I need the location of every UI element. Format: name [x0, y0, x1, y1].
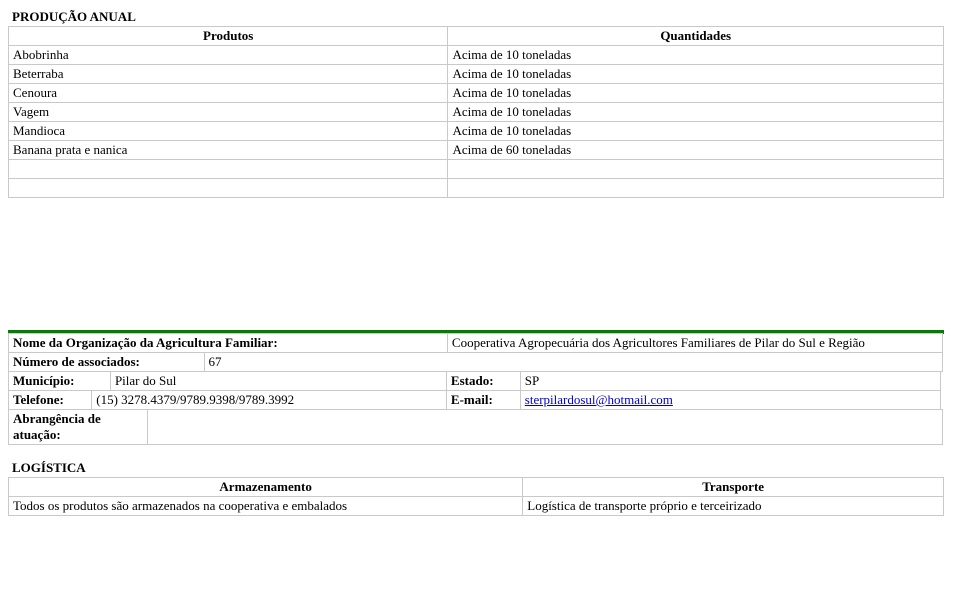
org-email-label-cell: E-mail: — [446, 390, 521, 410]
org-municipio-label: Município: — [13, 373, 74, 388]
org-municipio-label-cell: Município: — [8, 371, 111, 391]
table-row: Mandioca Acima de 10 toneladas — [9, 122, 944, 141]
org-assoc-label: Número de associados: — [13, 354, 140, 369]
org-municipio-value-cell: Pilar do Sul — [110, 371, 447, 391]
cell-quantidade: Acima de 10 toneladas — [448, 122, 944, 141]
logistica-title: LOGÍSTICA — [8, 459, 944, 477]
org-estado-label: Estado: — [451, 373, 494, 388]
producao-table: Produtos Quantidades Abobrinha Acima de … — [8, 26, 944, 198]
producao-title: PRODUÇÃO ANUAL — [8, 8, 944, 26]
cell-quantidade: Acima de 60 toneladas — [448, 141, 944, 160]
cell-armazenamento: Todos os produtos são armazenados na coo… — [9, 497, 523, 516]
cell-empty — [448, 179, 944, 198]
table-row: Cenoura Acima de 10 toneladas — [9, 84, 944, 103]
cell-transporte: Logística de transporte próprio e tercei… — [523, 497, 944, 516]
producao-header: Produtos Quantidades — [9, 27, 944, 46]
org-assoc-value: 67 — [209, 354, 222, 369]
org-estado-value-cell: SP — [520, 371, 941, 391]
org-abrangencia-value-cell — [147, 409, 943, 445]
org-telefone-label-cell: Telefone: — [8, 390, 92, 410]
table-row — [9, 179, 944, 198]
org-municipio-value: Pilar do Sul — [115, 373, 176, 388]
org-estado-value: SP — [525, 373, 539, 388]
org-email-link[interactable]: sterpilardosul@hotmail.com — [525, 392, 673, 407]
org-assoc-label-cell: Número de associados: — [8, 352, 205, 372]
org-telefone-value-cell: (15) 3278.4379/9789.9398/9789.3992 — [91, 390, 447, 410]
org-nome-label: Nome da Organização da Agricultura Famil… — [13, 335, 278, 350]
col-quantidades: Quantidades — [448, 27, 944, 46]
cell-quantidade: Acima de 10 toneladas — [448, 84, 944, 103]
table-row: Banana prata e nanica Acima de 60 tonela… — [9, 141, 944, 160]
logistica-header: Armazenamento Transporte — [9, 478, 944, 497]
org-nome-cell: Nome da Organização da Agricultura Famil… — [8, 333, 448, 353]
spacer — [8, 198, 944, 328]
org-email-label: E-mail: — [451, 392, 493, 407]
org-abrangencia-label: Abrangência de atuação: — [13, 411, 101, 442]
org-estado-label-cell: Estado: — [446, 371, 521, 391]
org-nome-value-cell: Cooperativa Agropecuária dos Agricultore… — [447, 333, 943, 353]
org-nome-value: Cooperativa Agropecuária dos Agricultore… — [452, 335, 865, 350]
cell-quantidade: Acima de 10 toneladas — [448, 103, 944, 122]
cell-produto: Vagem — [9, 103, 448, 122]
org-telefone-value: (15) 3278.4379/9789.9398/9789.3992 — [96, 392, 294, 407]
org-email-value-cell: sterpilardosul@hotmail.com — [520, 390, 941, 410]
logistica-table: Armazenamento Transporte Todos os produt… — [8, 477, 944, 516]
cell-quantidade: Acima de 10 toneladas — [448, 46, 944, 65]
org-telefone-label: Telefone: — [13, 392, 64, 407]
org-assoc-value-cell: 67 — [204, 352, 943, 372]
col-produtos: Produtos — [9, 27, 448, 46]
table-row — [9, 160, 944, 179]
org-abrangencia-label-cell: Abrangência de atuação: — [8, 409, 148, 445]
cell-produto: Mandioca — [9, 122, 448, 141]
table-row: Beterraba Acima de 10 toneladas — [9, 65, 944, 84]
table-row: Abobrinha Acima de 10 toneladas — [9, 46, 944, 65]
cell-produto: Cenoura — [9, 84, 448, 103]
cell-produto: Beterraba — [9, 65, 448, 84]
cell-empty — [448, 160, 944, 179]
cell-quantidade: Acima de 10 toneladas — [448, 65, 944, 84]
cell-produto: Abobrinha — [9, 46, 448, 65]
cell-empty — [9, 179, 448, 198]
cell-empty — [9, 160, 448, 179]
col-armazenamento: Armazenamento — [9, 478, 523, 497]
cell-produto: Banana prata e nanica — [9, 141, 448, 160]
table-row: Todos os produtos são armazenados na coo… — [9, 497, 944, 516]
col-transporte: Transporte — [523, 478, 944, 497]
table-row: Vagem Acima de 10 toneladas — [9, 103, 944, 122]
